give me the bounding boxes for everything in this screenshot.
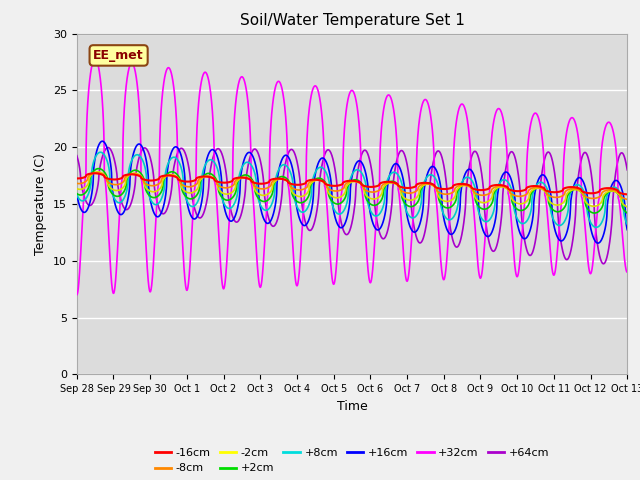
Title: Soil/Water Temperature Set 1: Soil/Water Temperature Set 1 <box>239 13 465 28</box>
Legend: -16cm, -8cm, -2cm, +2cm, +8cm, +16cm, +32cm, +64cm: -16cm, -8cm, -2cm, +2cm, +8cm, +16cm, +3… <box>150 444 554 478</box>
Y-axis label: Temperature (C): Temperature (C) <box>35 153 47 255</box>
Text: EE_met: EE_met <box>93 49 144 62</box>
X-axis label: Time: Time <box>337 400 367 413</box>
